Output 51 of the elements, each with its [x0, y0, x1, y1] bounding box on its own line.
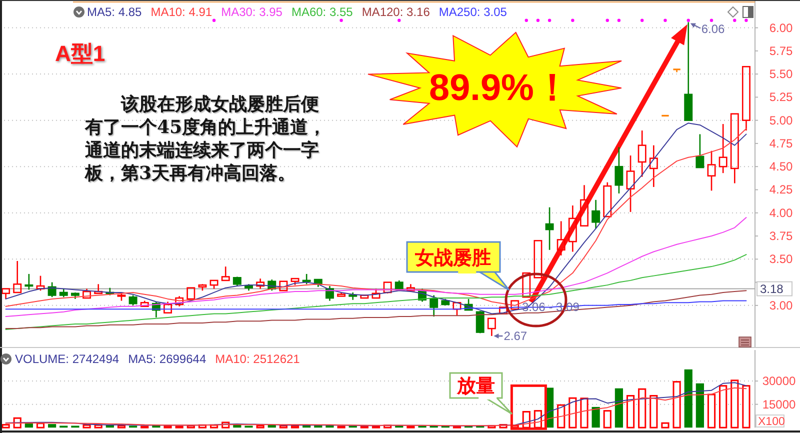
bar — [719, 385, 728, 428]
bar — [82, 424, 91, 428]
bar — [592, 406, 600, 428]
y-tick-label: 4.75 — [769, 136, 793, 150]
bar — [48, 424, 56, 428]
bar — [684, 369, 692, 428]
bar — [614, 388, 624, 428]
text: A型1 — [55, 41, 106, 66]
legend: MA5: 2699644 MA10: 2512621 — [128, 352, 300, 366]
y-tick-label: 4.50 — [769, 160, 793, 174]
bar — [94, 424, 102, 428]
y-tick-label: 5.25 — [769, 90, 793, 104]
bar — [672, 381, 681, 428]
bar — [638, 388, 646, 428]
text: 3.18 — [760, 282, 784, 296]
bar — [650, 395, 658, 428]
y-tick-label: 30000 — [762, 374, 796, 388]
annotation: 6.06 — [701, 22, 726, 36]
y-tick-label: 5.50 — [769, 67, 793, 82]
annotation: 2.67 — [504, 328, 528, 343]
y-tick-label: 3.50 — [769, 252, 793, 266]
bar — [268, 424, 276, 428]
bar — [2, 424, 10, 428]
annotation: 89.9%！ — [429, 67, 571, 108]
bar — [626, 395, 635, 428]
bar — [568, 397, 577, 428]
legend: MA5: 4.85 MA10: 4.91 MA30: 3.95 MA60: 3.55 MA120: 3.16 MA250: 3.05 — [87, 5, 507, 19]
bar — [707, 394, 716, 428]
line-series — [5, 217, 747, 318]
bar — [742, 385, 750, 428]
bar — [661, 422, 670, 428]
y-tick-label: 5.00 — [769, 113, 793, 128]
annotation: 女战屡胜 — [414, 247, 491, 269]
y-axis-title: X100 — [758, 416, 785, 428]
y-tick-label: 3.00 — [769, 298, 793, 312]
annotation-paragraph: 该股在形成女战屡胜后便有了一个45度角的上升通道，通道的末端连续来了两个一字板，第3天再有冲高回落。 — [85, 93, 328, 185]
bar — [603, 410, 612, 428]
bar — [557, 404, 566, 428]
bar — [580, 398, 588, 428]
y-tick-label: 3.75 — [769, 229, 793, 244]
annotation: 放量 — [456, 375, 495, 397]
y-tick-label: 4.25 — [769, 182, 793, 197]
bar — [36, 422, 45, 428]
y-tick-label: 5.75 — [769, 44, 793, 58]
y-tick-label: 15000 — [762, 397, 796, 412]
y-tick-label: 4.00 — [769, 206, 793, 220]
bar — [233, 424, 242, 428]
bar — [730, 380, 739, 428]
chart-title: VOLUME: 2742494 — [15, 352, 120, 366]
bar — [696, 383, 704, 428]
y-tick-label: 6.00 — [769, 20, 793, 35]
